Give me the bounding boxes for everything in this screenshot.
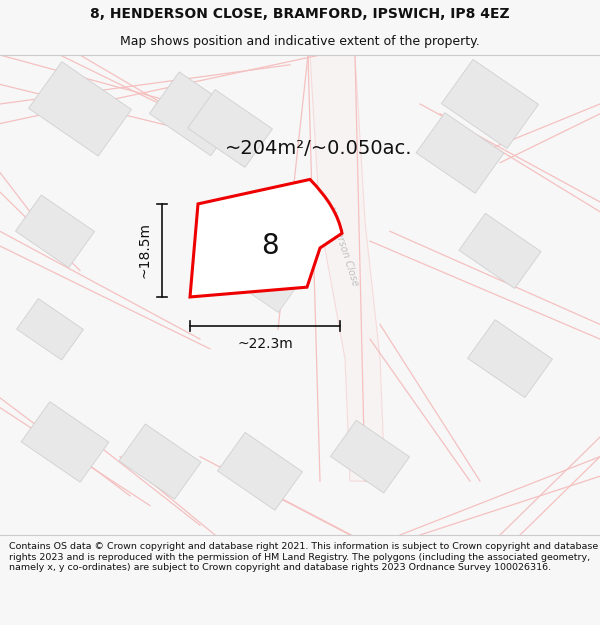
Polygon shape bbox=[467, 320, 553, 398]
Text: ~18.5m: ~18.5m bbox=[137, 222, 151, 278]
Text: Henderson Close: Henderson Close bbox=[325, 205, 361, 287]
PathPatch shape bbox=[190, 179, 342, 297]
Text: Map shows position and indicative extent of the property.: Map shows position and indicative extent… bbox=[120, 35, 480, 48]
Polygon shape bbox=[416, 112, 504, 193]
Polygon shape bbox=[218, 432, 302, 510]
Text: Contains OS data © Crown copyright and database right 2021. This information is : Contains OS data © Crown copyright and d… bbox=[9, 542, 598, 572]
Polygon shape bbox=[16, 195, 95, 268]
Polygon shape bbox=[21, 402, 109, 482]
Polygon shape bbox=[149, 72, 241, 156]
Polygon shape bbox=[213, 213, 317, 312]
Polygon shape bbox=[29, 62, 131, 156]
Text: 8: 8 bbox=[261, 232, 279, 260]
Polygon shape bbox=[331, 421, 410, 493]
Text: 8, HENDERSON CLOSE, BRAMFORD, IPSWICH, IP8 4EZ: 8, HENDERSON CLOSE, BRAMFORD, IPSWICH, I… bbox=[90, 7, 510, 21]
Polygon shape bbox=[119, 424, 201, 499]
Polygon shape bbox=[188, 89, 272, 168]
Polygon shape bbox=[459, 213, 541, 289]
Polygon shape bbox=[310, 55, 385, 481]
Text: ~22.3m: ~22.3m bbox=[237, 337, 293, 351]
Text: ~204m²/~0.050ac.: ~204m²/~0.050ac. bbox=[225, 139, 413, 158]
Polygon shape bbox=[17, 299, 83, 360]
Polygon shape bbox=[442, 59, 539, 149]
